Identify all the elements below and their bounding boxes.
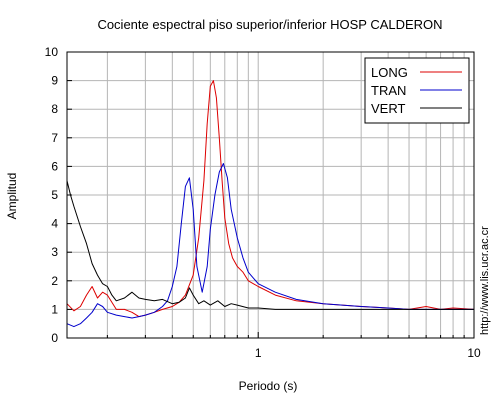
chart-title: Cociente espectral piso superior/inferio… (97, 17, 442, 32)
y-tick-label: 5 (51, 188, 58, 202)
y-tick-label: 4 (51, 217, 58, 231)
source-credit: http://www.lis.ucr.ac.cr (479, 226, 491, 335)
legend: LONG TRAN VERT (364, 57, 470, 124)
series-line-vert (66, 180, 474, 310)
legend-label-vert: VERT (371, 101, 405, 116)
y-tick-label: 1 (51, 302, 58, 316)
y-tick-label: 6 (51, 159, 58, 173)
y-tick-label: 9 (51, 74, 58, 88)
y-tick-label: 8 (51, 102, 58, 116)
x-axis-label: Periodo (s) (239, 379, 298, 393)
y-tick-label: 0 (51, 331, 58, 345)
y-tick-label: 3 (51, 245, 58, 259)
legend-label-tran: TRAN (371, 83, 406, 98)
series-line-tran (66, 163, 474, 328)
axis-tick-labels: 0 1 2 3 4 5 6 7 8 9 10 1 10 (45, 45, 481, 360)
y-tick-label: 7 (51, 131, 58, 145)
series-layer (66, 80, 475, 328)
y-tick-label: 2 (51, 274, 58, 288)
y-tick-label: 10 (45, 45, 59, 59)
axis-ticks (67, 51, 475, 339)
y-axis-label: Amplitud (5, 173, 19, 220)
legend-label-long: LONG (371, 65, 408, 80)
x-tick-label: 1 (255, 346, 262, 360)
x-tick-label: 10 (467, 346, 481, 360)
